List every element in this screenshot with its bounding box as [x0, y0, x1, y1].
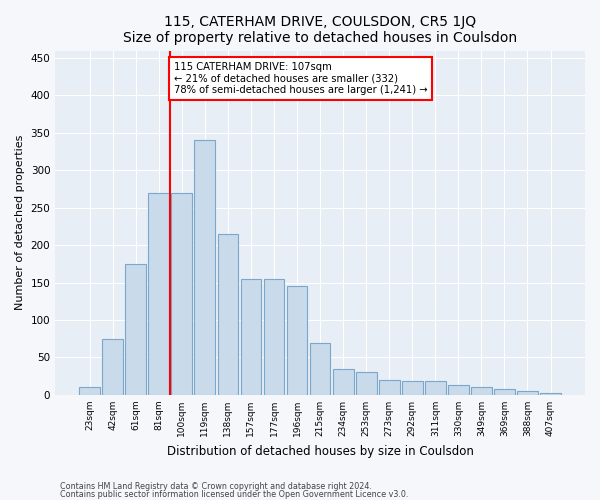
Bar	[494, 389, 515, 395]
Bar	[79, 388, 100, 395]
Bar	[148, 193, 169, 395]
Bar	[425, 382, 446, 395]
Bar	[287, 286, 307, 395]
Bar	[172, 193, 192, 395]
Y-axis label: Number of detached properties: Number of detached properties	[15, 135, 25, 310]
Bar	[448, 385, 469, 395]
Bar	[402, 382, 422, 395]
Bar	[125, 264, 146, 395]
Bar	[218, 234, 238, 395]
X-axis label: Distribution of detached houses by size in Coulsdon: Distribution of detached houses by size …	[167, 444, 473, 458]
Bar	[540, 392, 561, 395]
Bar	[471, 388, 492, 395]
Text: Contains public sector information licensed under the Open Government Licence v3: Contains public sector information licen…	[60, 490, 409, 499]
Title: 115, CATERHAM DRIVE, COULSDON, CR5 1JQ
Size of property relative to detached hou: 115, CATERHAM DRIVE, COULSDON, CR5 1JQ S…	[123, 15, 517, 45]
Text: 115 CATERHAM DRIVE: 107sqm
← 21% of detached houses are smaller (332)
78% of sem: 115 CATERHAM DRIVE: 107sqm ← 21% of deta…	[174, 62, 427, 95]
Bar	[379, 380, 400, 395]
Text: Contains HM Land Registry data © Crown copyright and database right 2024.: Contains HM Land Registry data © Crown c…	[60, 482, 372, 491]
Bar	[194, 140, 215, 395]
Bar	[333, 368, 353, 395]
Bar	[241, 279, 262, 395]
Bar	[356, 372, 377, 395]
Bar	[102, 339, 123, 395]
Bar	[263, 279, 284, 395]
Bar	[310, 342, 331, 395]
Bar	[517, 391, 538, 395]
